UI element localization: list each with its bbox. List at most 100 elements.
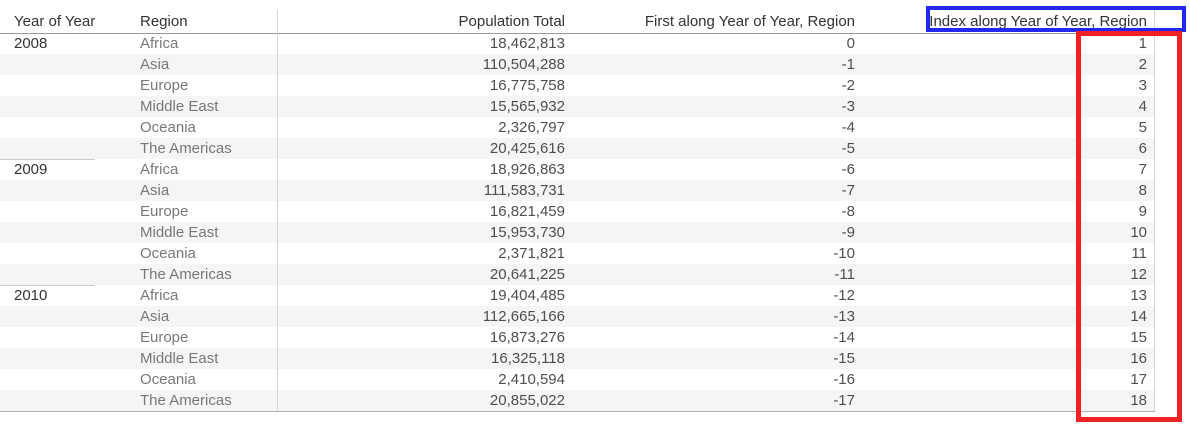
first-cell[interactable]: -17 <box>833 392 855 409</box>
region-cell[interactable]: Oceania <box>140 119 196 136</box>
index-cell[interactable]: 13 <box>1130 287 1147 304</box>
population-cell[interactable]: 20,641,225 <box>489 266 565 283</box>
region-cell[interactable]: Europe <box>140 203 189 220</box>
index-cell[interactable]: 17 <box>1130 371 1147 388</box>
population-cell[interactable]: 16,821,459 <box>489 203 565 220</box>
index-cell[interactable]: 2 <box>1138 56 1147 73</box>
index-cell[interactable]: 5 <box>1138 119 1147 136</box>
population-cell[interactable]: 18,926,863 <box>489 161 565 178</box>
year-cell[interactable] <box>0 327 137 348</box>
index-cell[interactable]: 7 <box>1138 161 1147 178</box>
population-cell[interactable]: 16,775,758 <box>489 77 565 94</box>
population-cell[interactable]: 20,425,616 <box>489 140 565 157</box>
year-group-divider-2008-2009 <box>0 159 95 160</box>
index-cell[interactable]: 10 <box>1130 224 1147 241</box>
first-cell[interactable]: -8 <box>841 203 855 220</box>
index-cell[interactable]: 14 <box>1130 308 1147 325</box>
index-cell[interactable]: 1 <box>1138 35 1147 52</box>
first-cell[interactable]: -1 <box>841 56 855 73</box>
table-row: Middle East 15,953,730 -9 10 <box>0 222 1155 243</box>
first-cell[interactable]: -5 <box>841 140 855 157</box>
region-cell[interactable]: Africa <box>140 287 179 304</box>
year-cell[interactable] <box>0 243 137 264</box>
column-header-region[interactable]: Region <box>140 13 188 30</box>
table-row: Europe 16,821,459 -8 9 <box>0 201 1155 222</box>
region-cell[interactable]: Asia <box>140 56 170 73</box>
year-cell[interactable] <box>0 369 137 390</box>
year-cell[interactable] <box>0 180 137 201</box>
index-cell[interactable]: 15 <box>1130 329 1147 346</box>
first-cell[interactable]: -13 <box>833 308 855 325</box>
first-cell[interactable]: -12 <box>833 287 855 304</box>
region-cell[interactable]: The Americas <box>140 392 232 409</box>
column-header-index-along[interactable]: Index along Year of Year, Region <box>929 13 1147 30</box>
index-cell[interactable]: 11 <box>1131 245 1147 262</box>
region-cell[interactable]: Middle East <box>140 98 219 115</box>
year-cell[interactable]: 2009 <box>14 161 48 178</box>
first-cell[interactable]: -3 <box>841 98 855 115</box>
year-cell[interactable] <box>0 201 137 222</box>
first-cell[interactable]: -4 <box>841 119 855 136</box>
index-cell[interactable]: 18 <box>1130 392 1147 409</box>
population-cell[interactable]: 19,404,485 <box>489 287 565 304</box>
index-cell[interactable]: 16 <box>1130 350 1147 367</box>
region-cell[interactable]: Asia <box>140 308 170 325</box>
index-cell[interactable]: 8 <box>1138 182 1147 199</box>
first-cell[interactable]: -7 <box>841 182 855 199</box>
year-cell[interactable] <box>0 348 137 369</box>
year-cell[interactable] <box>0 54 137 75</box>
population-cell[interactable]: 2,371,821 <box>498 245 565 262</box>
first-cell[interactable]: -9 <box>841 224 855 241</box>
year-cell[interactable] <box>0 75 137 96</box>
population-cell[interactable]: 18,462,813 <box>489 35 565 52</box>
population-cell[interactable]: 20,855,022 <box>489 392 565 409</box>
population-cell[interactable]: 111,583,731 <box>483 182 565 199</box>
index-cell[interactable]: 12 <box>1130 266 1147 283</box>
region-cell[interactable]: The Americas <box>140 140 232 157</box>
year-cell[interactable] <box>0 222 137 243</box>
region-cell[interactable]: Europe <box>140 329 189 346</box>
year-cell[interactable] <box>0 306 137 327</box>
population-cell[interactable]: 15,953,730 <box>489 224 565 241</box>
region-cell[interactable]: Middle East <box>140 350 219 367</box>
first-cell[interactable]: -11 <box>834 266 855 283</box>
first-cell[interactable]: -16 <box>833 371 855 388</box>
population-cell[interactable]: 2,326,797 <box>498 119 565 136</box>
population-cell[interactable]: 16,325,118 <box>491 350 565 367</box>
index-cell[interactable]: 4 <box>1138 98 1147 115</box>
index-cell[interactable]: 9 <box>1138 203 1147 220</box>
first-cell[interactable]: -6 <box>841 161 855 178</box>
population-cell[interactable]: 16,873,276 <box>489 329 565 346</box>
column-header-year-of-year[interactable]: Year of Year <box>14 13 96 30</box>
population-cell[interactable]: 2,410,594 <box>498 371 565 388</box>
region-cell[interactable]: Asia <box>140 182 170 199</box>
region-cell[interactable]: The Americas <box>140 266 232 283</box>
region-cell[interactable]: Africa <box>140 35 179 52</box>
region-cell[interactable]: Africa <box>140 161 179 178</box>
region-cell[interactable]: Oceania <box>140 245 196 262</box>
first-cell[interactable]: 0 <box>846 35 855 52</box>
region-cell[interactable]: Oceania <box>140 371 196 388</box>
index-cell[interactable]: 3 <box>1138 77 1147 94</box>
population-cell[interactable]: 15,565,932 <box>489 98 565 115</box>
year-cell[interactable]: 2010 <box>14 287 48 304</box>
first-cell[interactable]: -2 <box>841 77 855 94</box>
table-body: 2008 Africa 18,462,813 0 1 Asia 110,504,… <box>0 33 1155 411</box>
year-cell[interactable] <box>0 138 137 159</box>
year-cell[interactable] <box>0 117 137 138</box>
region-cell[interactable]: Europe <box>140 77 189 94</box>
index-cell[interactable]: 6 <box>1138 140 1147 157</box>
first-cell[interactable]: -10 <box>833 245 855 262</box>
population-cell[interactable]: 112,665,166 <box>482 308 565 325</box>
year-cell[interactable]: 2008 <box>14 35 48 52</box>
region-cell[interactable]: Middle East <box>140 224 219 241</box>
first-cell[interactable]: -14 <box>833 329 855 346</box>
table-row: Oceania 2,371,821 -10 11 <box>0 243 1155 264</box>
year-cell[interactable] <box>0 264 137 285</box>
column-header-population-total[interactable]: Population Total <box>458 13 565 30</box>
year-cell[interactable] <box>0 390 137 411</box>
year-cell[interactable] <box>0 96 137 117</box>
population-cell[interactable]: 110,504,288 <box>482 56 565 73</box>
first-cell[interactable]: -15 <box>833 350 855 367</box>
column-header-first-along[interactable]: First along Year of Year, Region <box>644 13 855 30</box>
